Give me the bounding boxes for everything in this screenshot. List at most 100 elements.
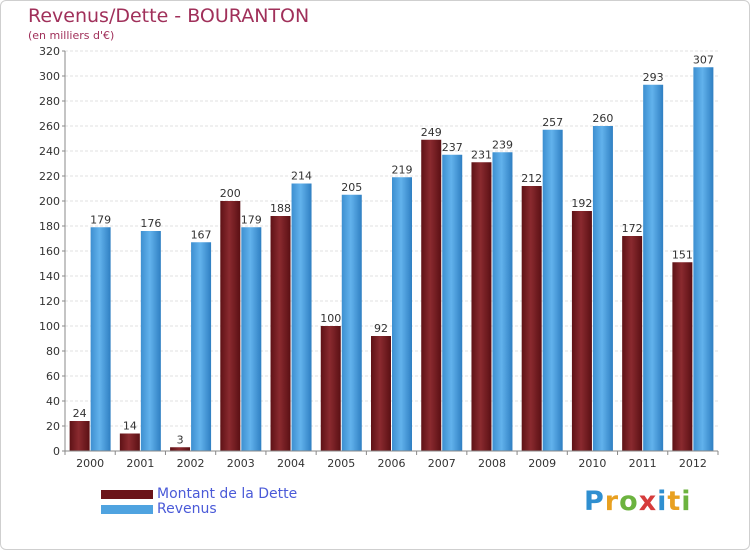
- y-tick-label: 120: [39, 295, 60, 308]
- x-tick-label: 2002: [177, 457, 205, 470]
- data-label: 179: [241, 213, 262, 226]
- y-tick-label: 180: [39, 220, 60, 233]
- y-tick-label: 100: [39, 320, 60, 333]
- y-tick-label: 320: [39, 45, 60, 58]
- x-tick-label: 2009: [528, 457, 556, 470]
- data-label: 293: [643, 71, 664, 84]
- data-label: 14: [123, 420, 137, 433]
- data-label: 307: [693, 53, 714, 66]
- legend-swatch-revenue: [101, 505, 153, 514]
- data-label: 205: [341, 181, 362, 194]
- x-tick-label: 2001: [126, 457, 154, 470]
- legend-label-revenue: Revenus: [157, 501, 217, 517]
- x-tick-label: 2003: [227, 457, 255, 470]
- bar-dette: [672, 262, 693, 451]
- bar-dette: [421, 139, 442, 451]
- x-tick-label: 2010: [578, 457, 606, 470]
- bar-dette: [170, 447, 191, 451]
- data-label: 237: [442, 141, 463, 154]
- bar-dette: [571, 211, 592, 451]
- data-label: 239: [492, 138, 513, 151]
- logo-letter: r: [604, 486, 620, 517]
- bar-revenus: [241, 227, 262, 451]
- bar-revenus: [140, 231, 161, 451]
- legend-swatch-debt: [101, 490, 153, 499]
- bar-revenus: [542, 129, 563, 451]
- bar-dette: [622, 236, 643, 451]
- data-label: 176: [140, 217, 161, 230]
- x-tick-label: 2005: [327, 457, 355, 470]
- proxiti-logo: Proxiti: [584, 486, 692, 517]
- x-tick-label: 2006: [378, 457, 406, 470]
- y-tick-label: 40: [46, 395, 60, 408]
- bar-revenus: [291, 183, 312, 451]
- y-tick-label: 60: [46, 370, 60, 383]
- bar-dette: [119, 433, 140, 451]
- bars: 2417914176316720017918821410020592219249…: [69, 53, 714, 451]
- x-tick-label: 2012: [679, 457, 707, 470]
- bar-dette: [69, 421, 90, 451]
- bar-revenus: [90, 227, 111, 451]
- chart-subtitle: (en milliers d'€): [28, 29, 115, 42]
- data-label: 260: [592, 112, 613, 125]
- data-label: 3: [177, 433, 184, 446]
- bar-dette: [270, 216, 291, 451]
- data-label: 200: [220, 187, 241, 200]
- data-label: 92: [374, 322, 388, 335]
- bar-revenus: [392, 177, 412, 451]
- bar-revenus: [492, 152, 513, 451]
- x-tick-label: 2004: [277, 457, 305, 470]
- logo-letter: t: [667, 486, 682, 517]
- data-label: 100: [320, 312, 341, 325]
- y-tick-label: 200: [39, 195, 60, 208]
- bar-dette: [371, 336, 391, 451]
- data-label: 257: [542, 116, 563, 129]
- y-tick-label: 280: [39, 95, 60, 108]
- data-label: 219: [392, 163, 413, 176]
- x-tick-label: 2007: [428, 457, 456, 470]
- data-label: 214: [291, 170, 312, 183]
- x-tick-label: 2011: [629, 457, 657, 470]
- y-tick-label: 240: [39, 145, 60, 158]
- logo-letter: i: [681, 486, 692, 517]
- data-label: 179: [90, 213, 111, 226]
- logo-letter: x: [638, 486, 658, 517]
- legend-label-debt: Montant de la Dette: [157, 486, 298, 502]
- data-label: 192: [571, 197, 592, 210]
- y-tick-label: 140: [39, 270, 60, 283]
- bar-dette: [521, 186, 542, 451]
- bar-revenus: [693, 67, 714, 451]
- bar-revenus: [341, 194, 362, 451]
- y-tick-label: 260: [39, 120, 60, 133]
- data-label: 151: [672, 248, 693, 261]
- y-tick-label: 220: [39, 170, 60, 183]
- data-label: 188: [270, 202, 291, 215]
- data-label: 24: [73, 407, 87, 420]
- y-tick-label: 0: [53, 445, 60, 458]
- gridlines: [65, 50, 718, 427]
- chart-title: Revenus/Dette - BOURANTON: [28, 5, 310, 27]
- bar-revenus: [592, 126, 613, 451]
- bar-revenus: [442, 154, 463, 451]
- bar-dette: [220, 201, 241, 451]
- data-label: 172: [622, 222, 643, 235]
- bar-dette: [320, 326, 341, 451]
- logo-letter: o: [619, 486, 639, 517]
- data-label: 167: [191, 228, 212, 241]
- bar-revenus: [191, 242, 212, 451]
- bar-dette: [471, 162, 492, 451]
- data-label: 231: [471, 148, 492, 161]
- logo-letter: i: [657, 486, 668, 517]
- axes: 0 20 40 60 80 100 120 140 160 180 200 220 240 260 280 3…: [39, 45, 719, 470]
- y-tick-label: 20: [46, 420, 60, 433]
- x-tick-label: 2008: [478, 457, 506, 470]
- x-tick-label: 2000: [76, 457, 104, 470]
- y-tick-label: 80: [46, 345, 60, 358]
- y-tick-label: 300: [39, 70, 60, 83]
- y-tick-label: 160: [39, 245, 60, 258]
- bar-revenus: [643, 84, 664, 451]
- logo-letter: P: [584, 486, 605, 517]
- data-label: 212: [521, 172, 542, 185]
